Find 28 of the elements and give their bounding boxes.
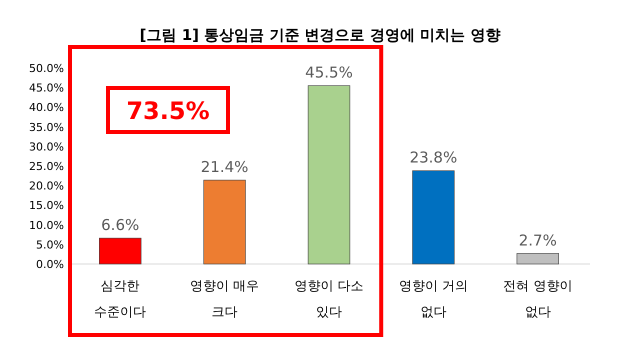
bar (203, 180, 246, 264)
bar (412, 170, 455, 264)
y-tick-label: 15.0% (29, 199, 64, 212)
data-label: 23.8% (410, 148, 458, 167)
y-tick-label: 30.0% (29, 140, 64, 154)
x-tick-label: 전혀 영향이 없다 (503, 279, 572, 320)
y-tick-label: 0.0% (36, 258, 64, 271)
y-tick-label: 5.0% (36, 238, 64, 252)
annotation: 73.5% (126, 97, 210, 125)
x-tick-label: 영향이 매우 크다 (190, 279, 260, 320)
y-tick-label: 45.0% (29, 82, 64, 95)
x-tick-label: 영향이 다소 있다 (294, 279, 364, 320)
y-tick-label: 40.0% (29, 101, 64, 114)
bar (516, 253, 559, 264)
data-label: 2.7% (518, 231, 557, 250)
x-tick-label: 영향이 거의 없다 (398, 279, 468, 320)
data-label: 45.5% (305, 64, 353, 82)
y-tick-label: 25.0% (29, 160, 64, 173)
x-tick-label: 심각한 수준이다 (94, 279, 146, 320)
y-tick-label: 20.0% (29, 180, 64, 193)
bar (99, 238, 142, 264)
y-tick-label: 10.0% (29, 218, 64, 232)
bar (308, 85, 350, 264)
chart-title: [그림 1] 통상임금 기준 변경으로 경영에 미치는 영향 (140, 26, 500, 44)
data-label: 21.4% (200, 158, 248, 176)
y-tick-label: 35.0% (29, 120, 64, 134)
data-label: 6.6% (101, 216, 140, 234)
y-tick-label: 50.0% (29, 62, 64, 75)
